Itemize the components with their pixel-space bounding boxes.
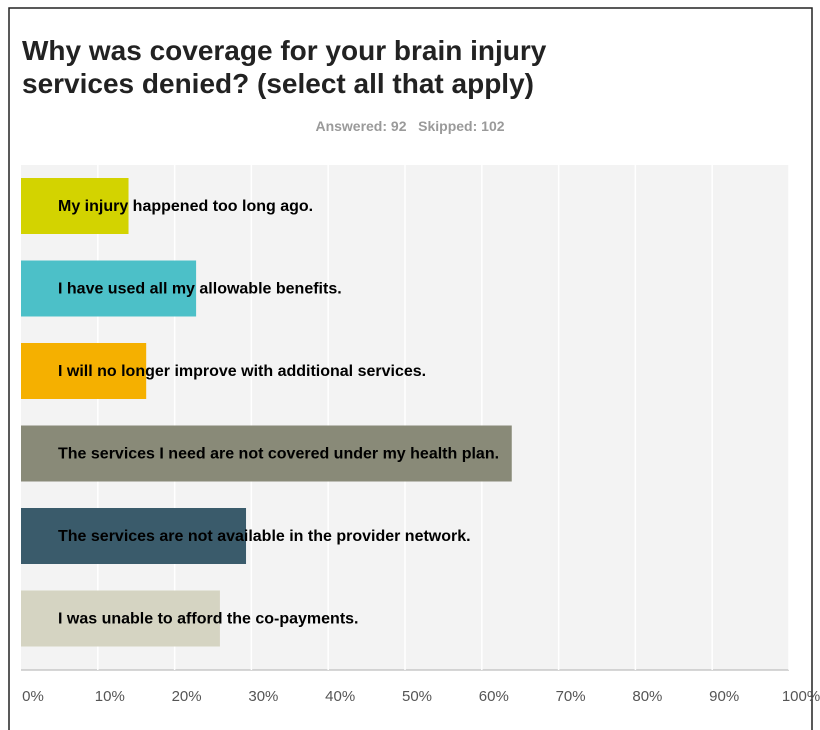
bar [21,260,197,317]
category-label: I will no longer improve with additional… [58,363,426,380]
category-label: I have used all my allowable benefits. [58,281,342,298]
x-tick-label: 30% [248,688,278,705]
x-tick-label: 0% [22,688,44,705]
x-tick-label: 10% [95,688,125,705]
category-label: The services I need are not covered unde… [58,446,499,463]
chart-title: Why was coverage for your brain injury s… [22,35,547,99]
frame [8,7,813,730]
category-label: My injury happened too long ago. [58,198,313,215]
bar [21,178,129,234]
bar [21,343,147,399]
bar [21,425,512,482]
x-tick-label: 90% [709,688,739,705]
x-tick-label: 60% [479,688,509,705]
category-label: I was unable to afford the co-payments. [58,611,359,628]
x-tick-label: 50% [402,688,432,705]
x-tick-label: 20% [172,688,202,705]
x-tick-label: 40% [325,688,355,705]
x-tick-label: 70% [556,688,586,705]
x-tick-label: 80% [632,688,662,705]
bar [21,590,220,647]
x-tick-label: 100% [782,688,820,705]
category-label: The services are not available in the pr… [58,528,471,545]
bar [21,508,247,564]
chart-subtitle: Answered: 92 Skipped: 102 [315,118,505,134]
